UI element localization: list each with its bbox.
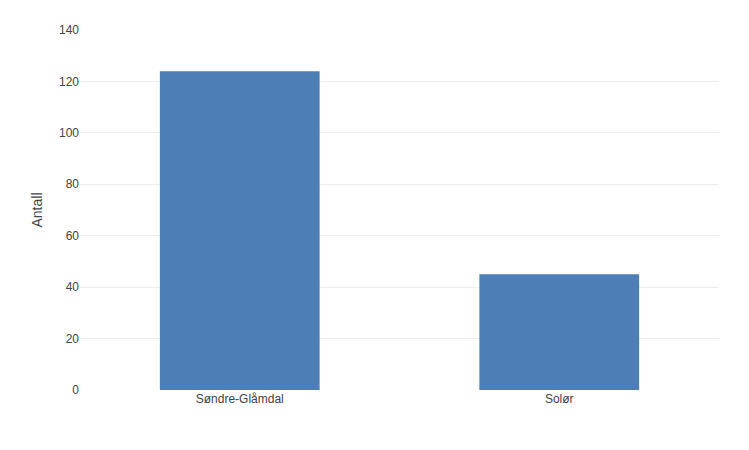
svg-text:120: 120 xyxy=(59,75,79,89)
svg-text:0: 0 xyxy=(72,383,79,397)
svg-text:Antall: Antall xyxy=(29,192,45,227)
svg-text:40: 40 xyxy=(66,280,80,294)
svg-text:100: 100 xyxy=(59,126,79,140)
svg-text:Solør: Solør xyxy=(545,392,574,406)
svg-text:Søndre-Glåmdal: Søndre-Glåmdal xyxy=(196,392,284,406)
svg-text:20: 20 xyxy=(66,332,80,346)
svg-text:140: 140 xyxy=(59,23,79,37)
svg-text:80: 80 xyxy=(66,177,80,191)
svg-text:60: 60 xyxy=(66,229,80,243)
